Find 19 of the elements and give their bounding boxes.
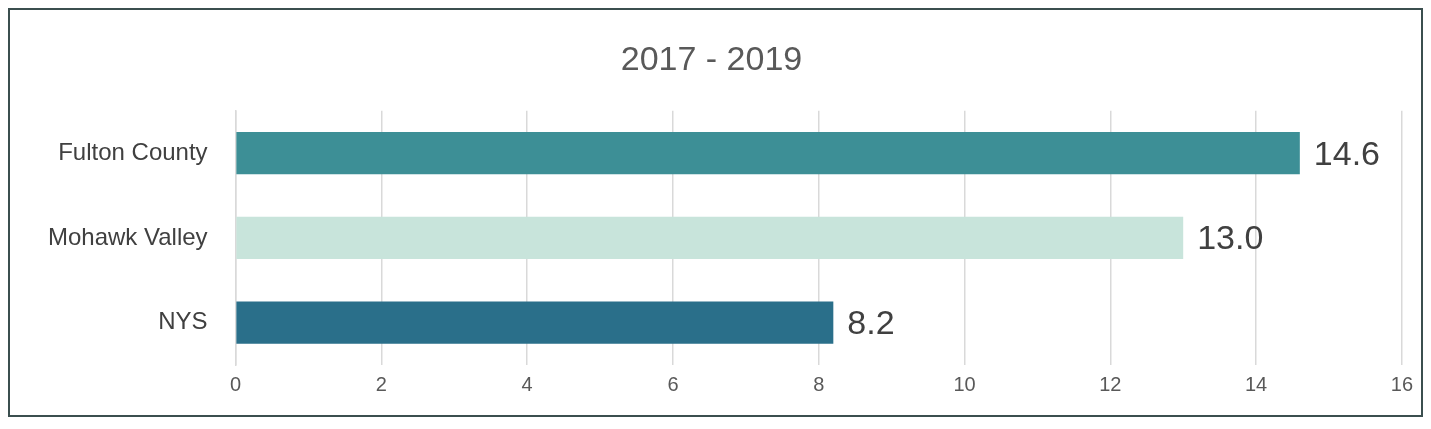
data-label: 14.6 — [1313, 133, 1381, 172]
x-tick-label: 10 — [953, 372, 976, 395]
bar — [236, 216, 1184, 260]
x-tick-label: 16 — [1390, 372, 1413, 395]
x-tick-label: 6 — [667, 372, 679, 395]
x-tick-label: 14 — [1244, 372, 1268, 395]
y-tick-label: Fulton County — [58, 137, 208, 165]
x-tick-label: 0 — [230, 372, 242, 395]
x-tick-label: 4 — [521, 372, 533, 395]
chart-title: 2017 - 2019 — [620, 38, 803, 77]
bar — [236, 131, 1300, 175]
x-tick-label: 8 — [813, 372, 825, 395]
x-tick-label: 12 — [1099, 372, 1122, 395]
x-tick-label: 2 — [375, 372, 387, 395]
bar — [236, 301, 834, 344]
y-tick-label: NYS — [158, 307, 208, 335]
data-label: 8.2 — [847, 303, 895, 342]
data-label: 13.0 — [1197, 218, 1264, 257]
y-tick-label: Mohawk Valley — [48, 222, 208, 250]
